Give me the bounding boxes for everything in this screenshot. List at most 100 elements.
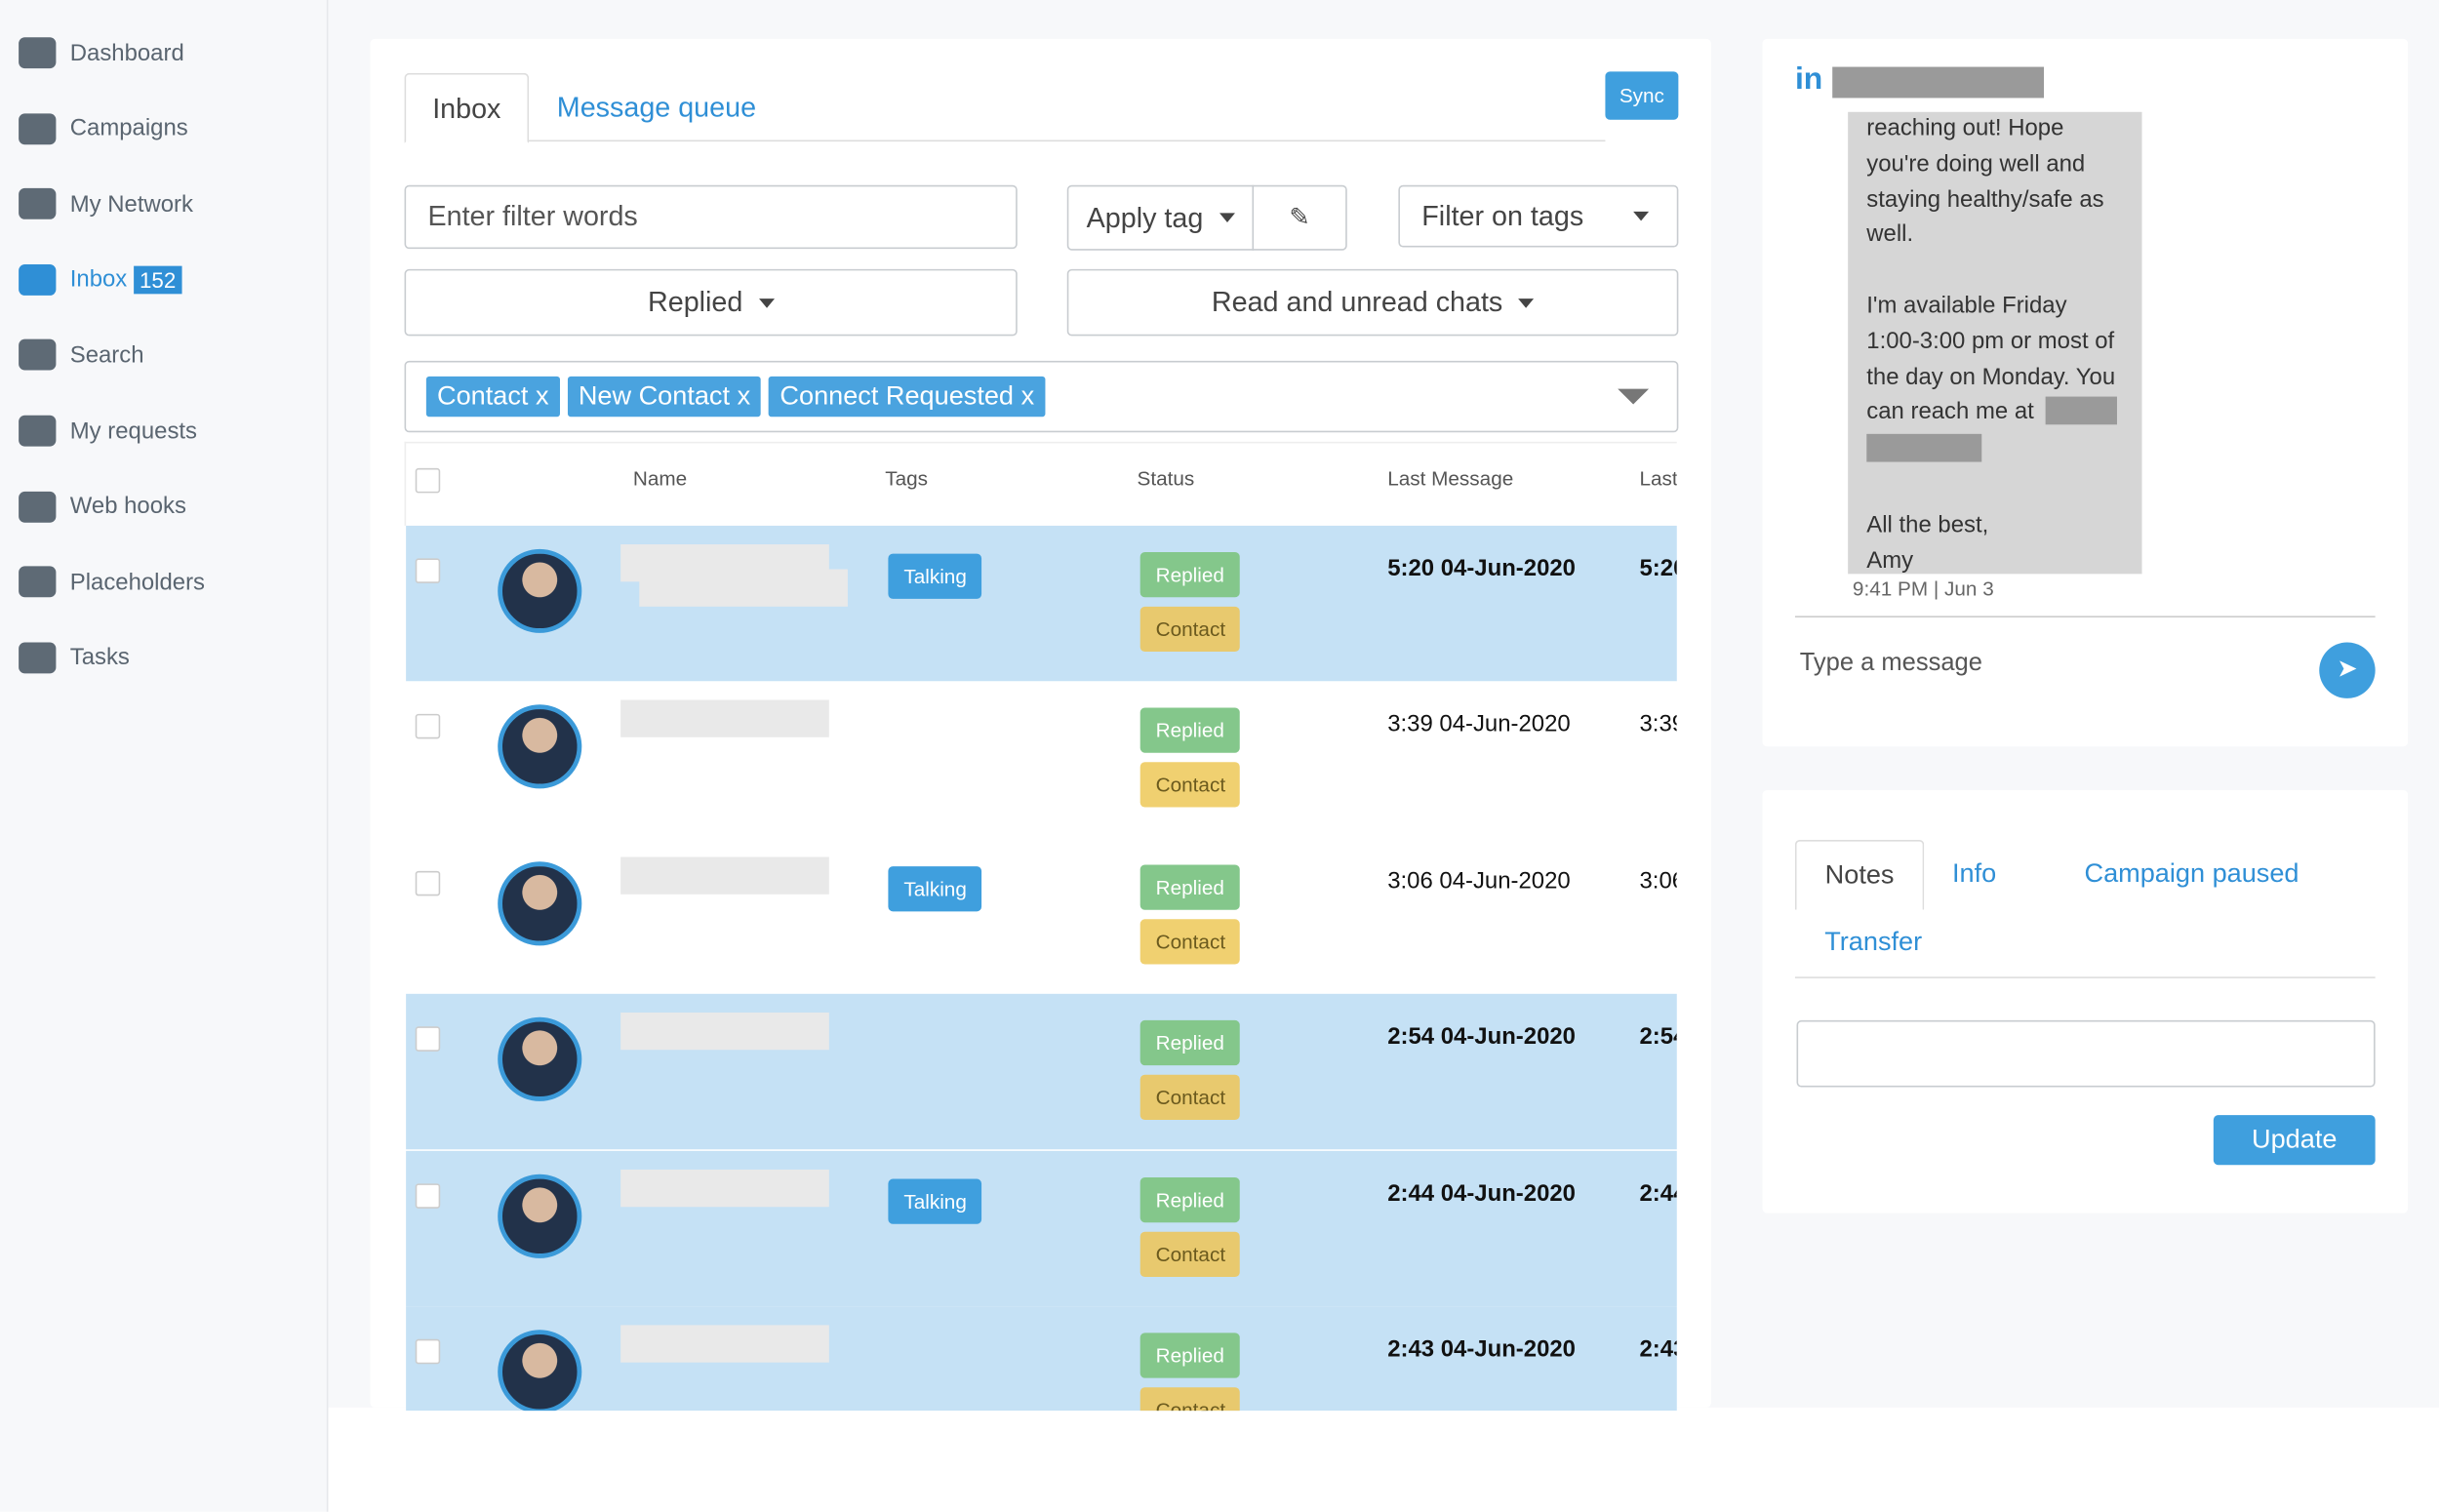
nav-item[interactable]: Inbox 152 [19,259,182,299]
column-header[interactable]: Name [632,466,688,491]
avatar [498,704,582,789]
column-header[interactable]: Tags [885,466,929,491]
nav-item[interactable]: My Network [19,183,193,223]
filter-tags-label[interactable]: Filter on tags [1421,199,1584,231]
read-label[interactable]: Read and unread chats [1211,286,1503,318]
nav-icon [19,37,57,69]
filter-tags[interactable]: Filter on tags [1398,184,1679,248]
message-text: reaching out! Hope you're doing well and… [1866,114,2116,425]
table-row[interactable]: Talking Replied Contact 2:44 04-Jun-2020 2:4… [406,1150,1677,1306]
nav-item[interactable]: Tasks [19,637,130,677]
update-button[interactable]: Update [2213,1115,2376,1166]
filter-input[interactable]: Enter filter words [404,184,1018,250]
table-row[interactable]: Replied Contact 3:39 04-Jun-2020 3:39 04-Ju… [406,681,1677,838]
send-button[interactable]: ➤ [2319,642,2376,698]
name-redacted [620,700,829,738]
status-badge: Replied [1140,552,1240,598]
nav-label[interactable]: Placeholders [69,569,206,596]
nav-icon [19,188,57,220]
inbox-badge: 152 [133,265,182,295]
tag-chip: Contact x [425,376,560,418]
nav-label[interactable]: Campaigns [69,115,188,142]
last-column: 3:39 04-Jun-2020 [1639,711,1676,738]
last-column: 2:54 04-Jun-2020 [1639,1023,1676,1051]
tab[interactable]: Message queue [556,92,757,123]
status-badge: Contact [1140,762,1240,809]
nav-label[interactable]: My Network [69,190,194,218]
avatar [498,860,582,946]
replied-filter[interactable]: Replied [404,268,1018,337]
table-row[interactable]: Talking Replied Contact 3:06 04-Jun-2020 3:0… [406,838,1677,994]
name-redacted [620,1325,829,1363]
tab[interactable]: Transfer [1824,927,1923,957]
nav-item[interactable]: My requests [19,411,197,451]
nav-icon [19,339,57,372]
replied-label[interactable]: Replied [648,286,743,318]
notes-textarea[interactable] [1796,1019,2376,1088]
caret [758,298,775,315]
sync-button[interactable]: Sync [1605,71,1679,120]
table-row[interactable]: Replied Contact 2:54 04-Jun-2020 2:54 04-Ju… [406,994,1677,1150]
name-redacted [620,1013,829,1051]
name-redacted [620,856,829,895]
tag-badge: Talking [888,865,982,911]
status-badge: Contact [1140,918,1240,965]
column-header[interactable]: Last [1639,466,1677,491]
tag-badge: Talking [888,553,982,599]
linkedin-icon: in [1794,61,1823,97]
row-checkbox[interactable] [415,1026,441,1053]
status-badge: Replied [1140,1333,1240,1378]
read-filter[interactable]: Read and unread chats [1066,268,1679,337]
message-input[interactable]: Type a message [1799,650,1982,677]
last-column: 2:43 04-Jun-2020 [1639,1335,1676,1363]
tab-active[interactable]: Inbox [404,72,530,143]
nav-item[interactable]: Dashboard [19,32,184,72]
row-checkbox[interactable] [415,1338,441,1365]
last-message: 3:39 04-Jun-2020 [1387,711,1571,738]
nav-label[interactable]: Search [69,341,144,369]
nav-item[interactable]: Web hooks [19,486,186,526]
tag-select[interactable]: Contact x New Contact x Connect Requested … [404,360,1679,433]
row-checkbox[interactable] [415,714,441,739]
tab-active[interactable]: Notes [1794,839,1925,910]
status-badge: Replied [1140,1176,1240,1222]
apply-tag-label[interactable]: Apply tag [1086,201,1204,233]
nav-item[interactable]: Search [19,335,144,375]
row-checkbox[interactable] [415,558,441,583]
row-checkbox[interactable] [415,1182,441,1209]
tab[interactable]: Info [1951,858,1997,889]
last-message: 3:06 04-Jun-2020 [1387,867,1571,895]
name-redacted [1832,66,2045,99]
nav-item[interactable]: Campaigns [19,108,188,148]
caret [1518,298,1535,315]
nav-item[interactable]: Placeholders [19,562,205,602]
nav-icon [19,112,57,144]
tab[interactable]: Campaign paused [2084,858,2299,889]
nav-icon [19,642,57,674]
row-checkbox[interactable] [415,870,441,896]
last-column: 5:20 04-Jun-2020 [1639,555,1676,582]
status-badge: Replied [1140,708,1240,754]
tag-remove[interactable]: x [737,380,751,411]
header-checkbox[interactable] [415,467,441,494]
redacted [1866,434,1982,462]
table-row[interactable]: Replied Contact 2:43 04-Jun-2020 2:43 04-Ju… [406,1306,1677,1412]
apply-tag[interactable]: Apply tag [1066,184,1255,251]
column-header[interactable]: Status [1137,466,1195,491]
nav-label[interactable]: Web hooks [69,493,186,520]
tag-chip-label: Contact [437,380,529,411]
nav-label[interactable]: Tasks [69,644,130,671]
tag-chip: New Contact x [567,376,762,418]
nav-label[interactable]: Dashboard [69,39,184,66]
tag-remove[interactable]: x [535,380,549,411]
column-header[interactable]: Last Message [1387,466,1514,491]
nav-label[interactable]: My requests [69,418,198,445]
tag-chip-label: New Contact [578,380,731,411]
magic-button[interactable]: ✎ [1252,184,1347,251]
table-row[interactable]: Talking Replied Contact 5:20 04-Jun-2020 5:2… [406,525,1677,682]
tag-badge: Talking [888,1177,982,1224]
tag-remove[interactable]: x [1020,380,1035,411]
last-message: 5:20 04-Jun-2020 [1387,555,1576,582]
nav-label[interactable]: Inbox [69,266,128,294]
redacted [2045,396,2117,425]
